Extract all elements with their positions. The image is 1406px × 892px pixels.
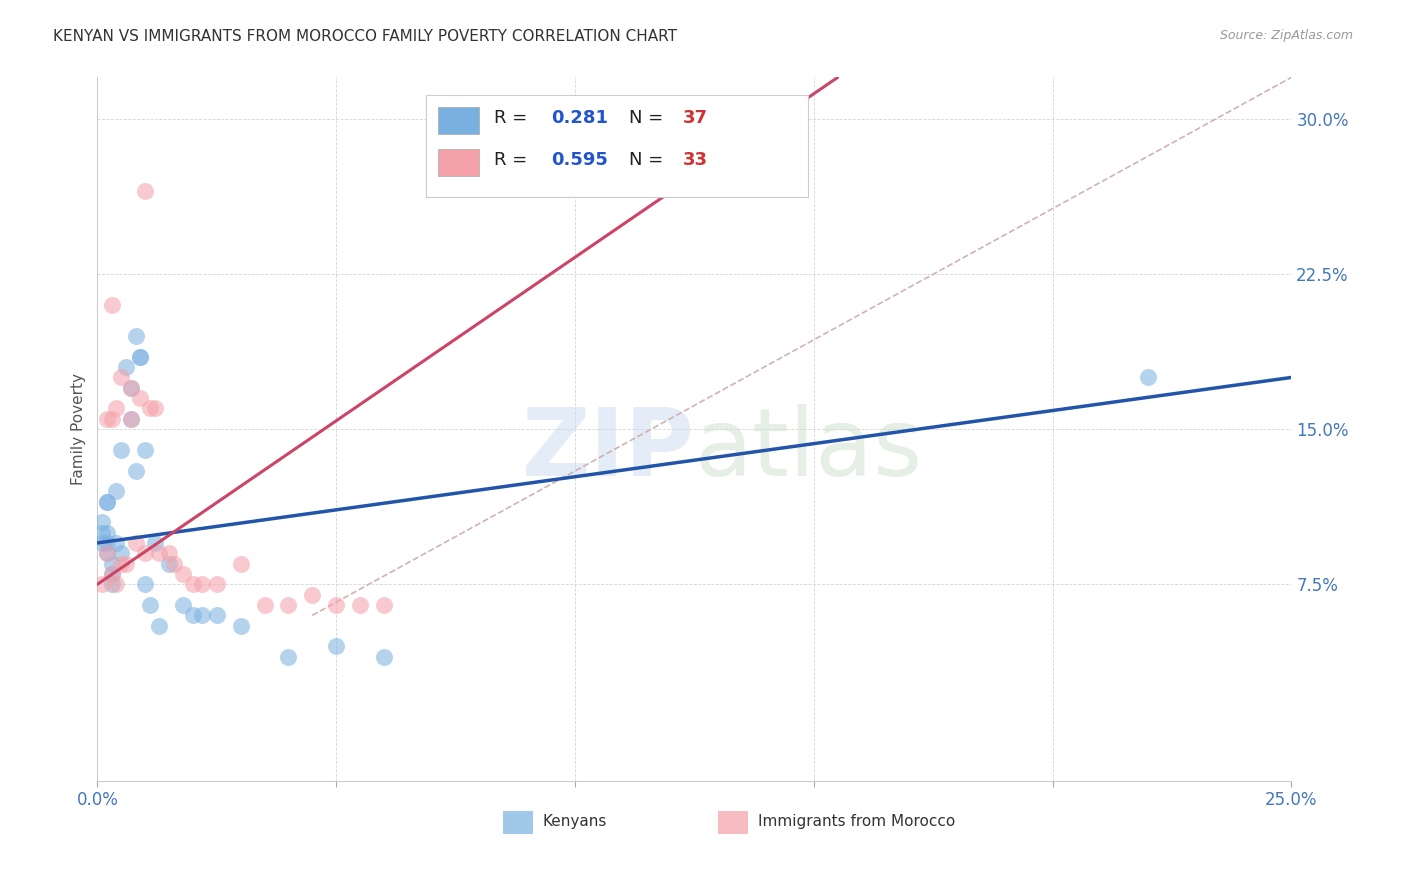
Point xyxy=(191,577,214,591)
Point xyxy=(325,598,347,612)
Point xyxy=(120,381,142,395)
Point xyxy=(105,536,128,550)
Point xyxy=(105,484,128,499)
Point xyxy=(100,566,122,581)
Point xyxy=(129,350,152,364)
Point xyxy=(172,566,194,581)
Point xyxy=(349,598,371,612)
Point xyxy=(134,546,156,560)
FancyBboxPatch shape xyxy=(437,149,479,176)
Point xyxy=(91,577,114,591)
Text: atlas: atlas xyxy=(695,404,922,496)
Point xyxy=(120,412,142,426)
Text: KENYAN VS IMMIGRANTS FROM MOROCCO FAMILY POVERTY CORRELATION CHART: KENYAN VS IMMIGRANTS FROM MOROCCO FAMILY… xyxy=(53,29,678,45)
Point xyxy=(139,598,162,612)
Point xyxy=(96,536,118,550)
Point xyxy=(1137,370,1160,384)
Point xyxy=(96,494,118,508)
Point xyxy=(277,598,299,612)
Point xyxy=(100,577,122,591)
Point xyxy=(163,557,186,571)
Text: 0.595: 0.595 xyxy=(551,152,607,169)
Point xyxy=(124,536,146,550)
Point xyxy=(96,525,118,540)
Point xyxy=(172,598,194,612)
Point xyxy=(148,618,170,632)
Point xyxy=(157,557,180,571)
FancyBboxPatch shape xyxy=(718,811,748,834)
Text: ZIP: ZIP xyxy=(522,404,695,496)
Point xyxy=(105,577,128,591)
Text: Kenyans: Kenyans xyxy=(543,814,607,830)
Point xyxy=(325,640,347,654)
Point xyxy=(143,401,166,416)
Point xyxy=(191,608,214,623)
Point xyxy=(100,412,122,426)
Point xyxy=(129,350,152,364)
Point xyxy=(124,329,146,343)
Point xyxy=(115,360,138,375)
Point xyxy=(373,598,395,612)
Point xyxy=(143,536,166,550)
Point xyxy=(124,464,146,478)
Text: N =: N = xyxy=(628,152,669,169)
Text: 0.281: 0.281 xyxy=(551,109,607,128)
Point xyxy=(373,649,395,664)
Point xyxy=(91,516,114,530)
Point xyxy=(134,442,156,457)
Point xyxy=(148,546,170,560)
Point xyxy=(205,608,228,623)
Point xyxy=(120,412,142,426)
Point xyxy=(277,649,299,664)
Point xyxy=(115,557,138,571)
Point xyxy=(110,442,132,457)
Point xyxy=(91,525,114,540)
Point xyxy=(139,401,162,416)
Text: Immigrants from Morocco: Immigrants from Morocco xyxy=(758,814,955,830)
Point xyxy=(100,566,122,581)
Point xyxy=(205,577,228,591)
Point xyxy=(91,536,114,550)
Point xyxy=(110,557,132,571)
Point xyxy=(96,546,118,560)
Point xyxy=(157,546,180,560)
Point xyxy=(253,598,276,612)
Point xyxy=(110,546,132,560)
Point xyxy=(100,557,122,571)
Text: 37: 37 xyxy=(682,109,707,128)
Point xyxy=(120,381,142,395)
Text: R =: R = xyxy=(494,152,533,169)
Point xyxy=(134,577,156,591)
Point xyxy=(100,298,122,312)
FancyBboxPatch shape xyxy=(426,95,808,197)
Point xyxy=(105,401,128,416)
Y-axis label: Family Poverty: Family Poverty xyxy=(72,373,86,485)
FancyBboxPatch shape xyxy=(437,107,479,134)
Point xyxy=(181,577,204,591)
FancyBboxPatch shape xyxy=(503,811,533,834)
Point xyxy=(181,608,204,623)
Point xyxy=(96,546,118,560)
Text: Source: ZipAtlas.com: Source: ZipAtlas.com xyxy=(1219,29,1353,43)
Text: R =: R = xyxy=(494,109,533,128)
Text: N =: N = xyxy=(628,109,669,128)
Text: 33: 33 xyxy=(682,152,707,169)
Point xyxy=(301,588,323,602)
Point xyxy=(229,557,252,571)
Point xyxy=(96,412,118,426)
Point xyxy=(229,618,252,632)
Point xyxy=(134,184,156,198)
Point xyxy=(129,391,152,405)
Point xyxy=(96,494,118,508)
Point xyxy=(110,370,132,384)
